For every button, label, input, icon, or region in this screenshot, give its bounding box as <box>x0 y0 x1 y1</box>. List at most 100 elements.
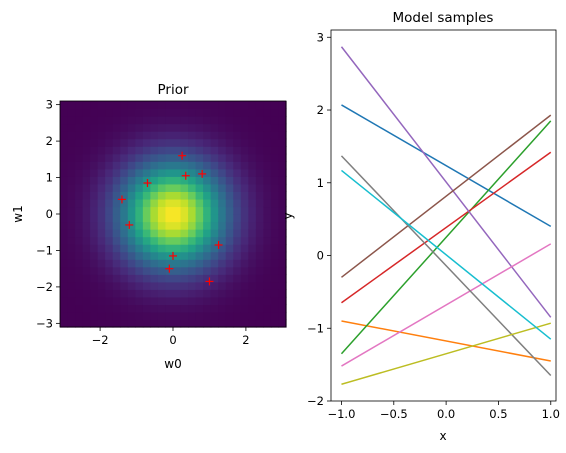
heatmap-cell <box>90 229 99 238</box>
x-tick-label: −1.0 <box>327 407 355 421</box>
heatmap-cell <box>90 214 99 223</box>
heatmap-cell <box>120 108 129 117</box>
heatmap-cell <box>105 138 114 147</box>
heatmap-cell <box>218 168 227 177</box>
heatmap-cell <box>278 191 287 200</box>
heatmap-cell <box>127 259 136 268</box>
heatmap-cell <box>60 108 69 117</box>
heatmap-cell <box>67 183 76 192</box>
heatmap-cell <box>195 198 204 208</box>
heatmap-cell <box>248 311 257 321</box>
heatmap-cell <box>90 168 99 177</box>
heatmap-cell <box>270 183 280 192</box>
heatmap-cell <box>255 266 264 275</box>
heatmap-cell <box>195 281 204 290</box>
heatmap-cell <box>240 304 249 313</box>
heatmap-cell <box>150 176 159 185</box>
heatmap-cell <box>233 153 242 162</box>
heatmap-cell <box>127 146 136 155</box>
heatmap-cell <box>157 131 167 140</box>
heatmap-cell <box>120 206 129 215</box>
heatmap-cell <box>210 289 219 298</box>
heatmap-cell <box>135 153 144 162</box>
heatmap-cell <box>60 311 69 321</box>
heatmap-cell <box>173 138 182 147</box>
heatmap-cell <box>75 146 84 155</box>
heatmap-cell <box>112 244 121 253</box>
heatmap-cell <box>82 168 91 177</box>
heatmap-cell <box>105 281 114 290</box>
heatmap-cell <box>142 236 151 245</box>
heatmap-cell <box>97 304 106 313</box>
heatmap-cell <box>263 116 272 125</box>
heatmap-cell <box>127 153 136 162</box>
heatmap-cell <box>263 319 272 328</box>
heatmap-cell <box>180 131 189 140</box>
y-tick-label: −3 <box>36 316 53 330</box>
heatmap-cell <box>97 101 106 110</box>
heatmap-cell <box>120 244 129 253</box>
heatmap-cell <box>278 131 287 140</box>
heatmap-cell <box>75 191 84 200</box>
heatmap-cell <box>225 161 234 170</box>
heatmap-cell <box>203 116 212 125</box>
heatmap-cell <box>157 304 167 313</box>
heatmap-cell <box>82 138 91 147</box>
heatmap-cell <box>142 296 151 305</box>
sample-line-2 <box>341 320 551 362</box>
heatmap-cell <box>225 221 234 230</box>
sample-line-6 <box>341 114 552 278</box>
heatmap-cell <box>270 108 280 117</box>
heatmap-cell <box>67 296 76 305</box>
heatmap-cell <box>135 311 144 321</box>
heatmap-cell <box>218 229 227 238</box>
heatmap-cell <box>120 101 129 110</box>
heatmap-cell <box>173 176 182 185</box>
heatmap-cell <box>218 116 227 125</box>
heatmap-cell <box>270 168 280 177</box>
heatmap-cell <box>90 296 99 305</box>
heatmap-cell <box>188 101 197 110</box>
heatmap-cell <box>278 319 287 328</box>
heatmap-cell <box>67 153 76 162</box>
heatmap-cell <box>150 108 159 117</box>
y-tick-label: 2 <box>317 103 324 117</box>
heatmap-cell <box>90 146 99 155</box>
heatmap-cell <box>203 146 212 155</box>
heatmap-cell <box>60 168 69 177</box>
heatmap-cell <box>248 108 257 117</box>
heatmap-cell <box>188 108 197 117</box>
heatmap-cell <box>263 304 272 313</box>
heatmap-cell <box>67 108 76 117</box>
heatmap-cell <box>67 236 76 245</box>
sample-line-7 <box>341 243 552 367</box>
heatmap-cell <box>165 296 174 305</box>
heatmap-cell <box>165 168 174 177</box>
heatmap-cell <box>90 191 99 200</box>
heatmap-cell <box>255 116 264 125</box>
sample-line-1 <box>341 104 552 228</box>
heatmap-cell <box>233 251 242 260</box>
heatmap-cell <box>255 108 264 117</box>
heatmap-cell <box>233 281 242 290</box>
heatmap-cell <box>270 146 280 155</box>
heatmap-cell <box>82 259 91 268</box>
heatmap-cell <box>225 289 234 298</box>
heatmap-cell <box>67 304 76 313</box>
heatmap-cell <box>90 176 99 185</box>
heatmap-cell <box>180 123 189 132</box>
heatmap-cell <box>218 198 227 208</box>
heatmap-cell <box>173 244 182 253</box>
heatmap-cell <box>75 221 84 230</box>
heatmap-cell <box>150 183 159 192</box>
heatmap-cell <box>90 266 99 275</box>
heatmap-cell <box>248 191 257 200</box>
heatmap-cell <box>240 296 249 305</box>
heatmap-cell <box>142 319 151 328</box>
heatmap-cell <box>150 198 159 208</box>
heatmap-cell <box>225 274 234 283</box>
heatmap-cell <box>90 236 99 245</box>
heatmap-cell <box>150 259 159 268</box>
heatmap-cell <box>248 116 257 125</box>
heatmap-cell <box>210 236 219 245</box>
